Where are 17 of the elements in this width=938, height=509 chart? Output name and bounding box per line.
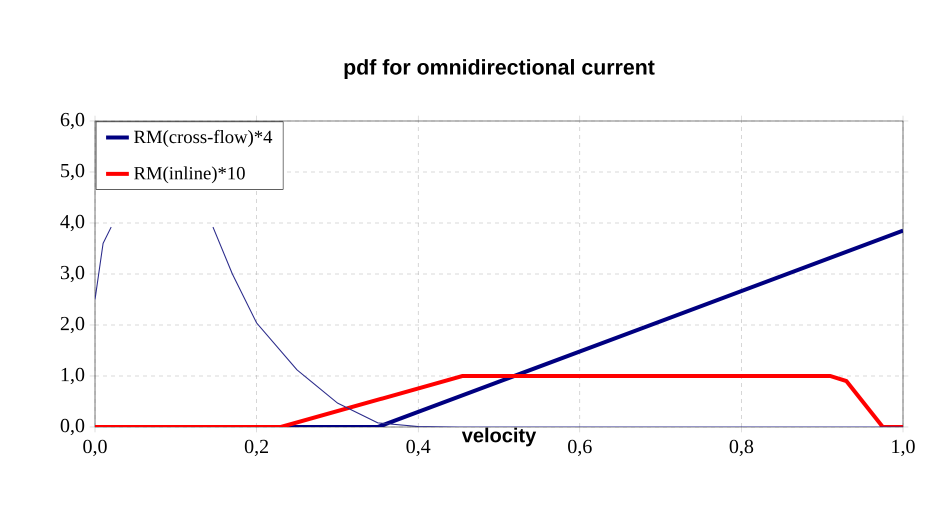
y-tick-label: 1,0 (62, 368, 84, 384)
y-tick-label: 5,0 (61, 164, 84, 180)
x-tick-label: 0,8 (730, 440, 754, 456)
x-tick-label: 0,2 (244, 440, 268, 456)
x-tick-label: 0,0 (83, 440, 107, 456)
x-tick-label: 0,4 (406, 440, 430, 456)
y-tick-label: 6,0 (60, 112, 84, 130)
y-tick-label: 2,0 (60, 316, 84, 334)
x-tick-label: 1,0 (892, 440, 915, 456)
x-axis-title: velocity (462, 428, 536, 446)
legend-label: RM(inline)*10 (134, 166, 245, 184)
legend-label: RM(cross-flow)*4 (134, 130, 272, 147)
chart-title: pdf for omnidirectional current (344, 59, 655, 79)
y-tick-label: 0,0 (60, 418, 84, 436)
x-tick-label: 0,6 (568, 440, 592, 456)
y-tick-label: 3,0 (60, 266, 84, 282)
y-tick-label: 4,0 (60, 214, 84, 232)
